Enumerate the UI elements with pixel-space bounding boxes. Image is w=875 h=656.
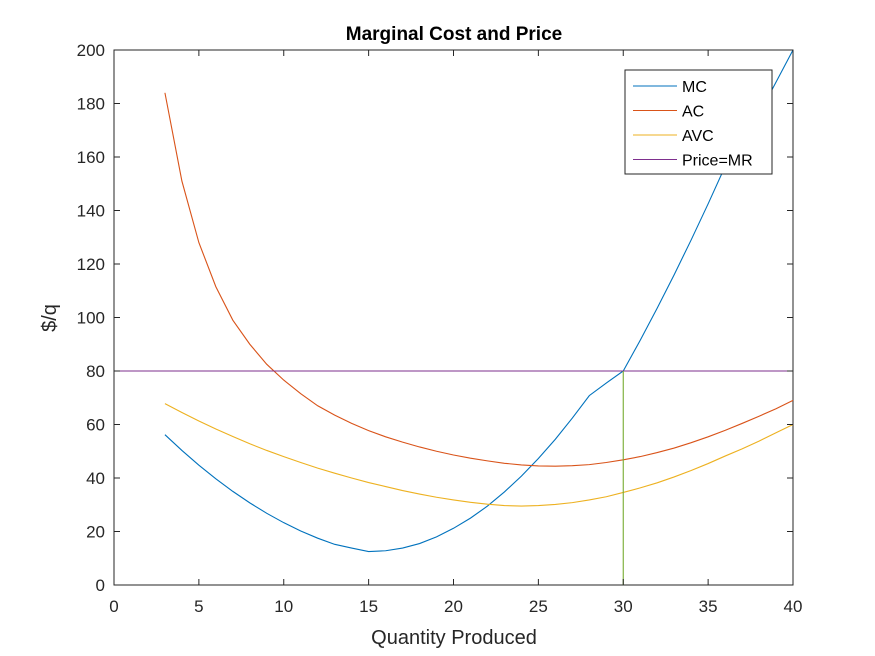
y-tick-label: 40 (86, 469, 105, 488)
legend-label: AVC (682, 128, 714, 145)
series-line-avc (164, 403, 794, 507)
x-tick-label: 30 (614, 597, 633, 616)
y-tick-label: 20 (86, 523, 105, 542)
y-axis: 0 20 40 60 80 100 120 140 160 180 200 (77, 41, 793, 595)
legend-label: Price=MR (682, 153, 753, 170)
y-tick-label: 120 (77, 255, 105, 274)
y-tick-label: 100 (77, 309, 105, 328)
y-tick-label: 180 (77, 95, 105, 114)
legend-label: MC (682, 79, 707, 96)
x-tick-label: 25 (529, 597, 548, 616)
y-axis-label: $/q (39, 304, 61, 332)
y-tick-label: 140 (77, 202, 105, 221)
x-tick-label: 10 (274, 597, 293, 616)
x-axis: 0 5 10 15 20 25 30 35 40 (109, 50, 802, 616)
x-tick-label: 15 (359, 597, 378, 616)
chart-title: Marginal Cost and Price (346, 24, 562, 45)
series-line-mc (164, 49, 794, 553)
y-tick-label: 0 (96, 576, 105, 595)
x-tick-label: 0 (109, 597, 118, 616)
series-line-ac (164, 92, 794, 467)
x-axis-label: Quantity Produced (371, 627, 537, 649)
legend-label: AC (682, 104, 704, 121)
x-tick-label: 5 (194, 597, 203, 616)
x-tick-label: 20 (444, 597, 463, 616)
y-tick-label: 60 (86, 416, 105, 435)
legend: MC AC AVC Price=MR (624, 69, 773, 175)
legend-box (624, 69, 773, 175)
y-tick-label: 80 (86, 362, 105, 381)
x-tick-label: 35 (699, 597, 718, 616)
x-tick-label: 40 (784, 597, 803, 616)
y-tick-label: 200 (77, 41, 105, 60)
y-tick-label: 160 (77, 148, 105, 167)
